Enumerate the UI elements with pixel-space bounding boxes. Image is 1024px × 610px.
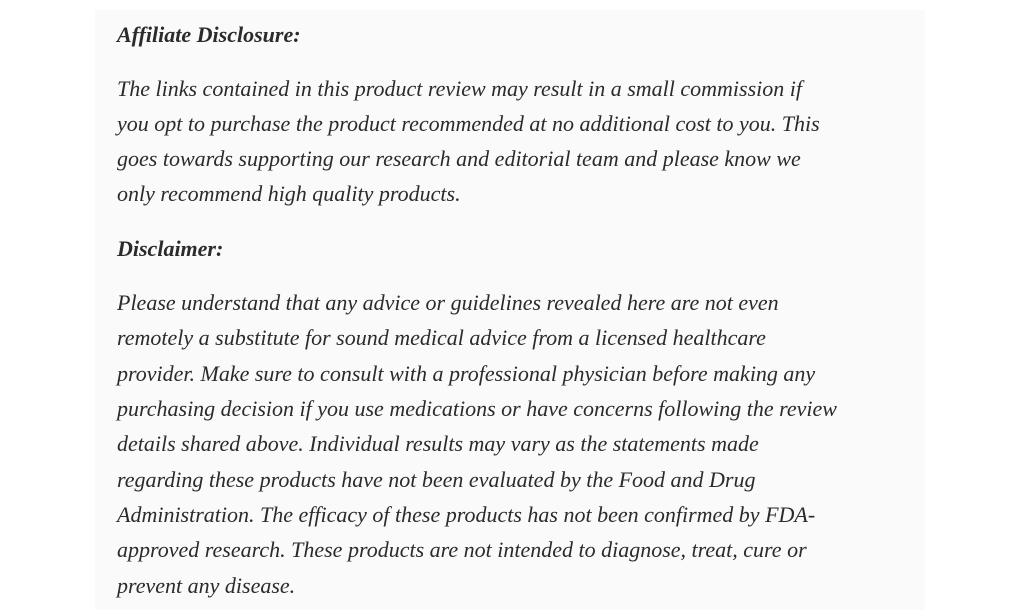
affiliate-text-line: only recommend high quality products. bbox=[117, 181, 461, 206]
affiliate-text-line: The links contained in this product revi… bbox=[117, 76, 802, 101]
affiliate-text-line: you opt to purchase the product recommen… bbox=[117, 111, 820, 136]
disclosure-box bbox=[95, 10, 925, 610]
disclaimer-text-line: regarding these products have not been e… bbox=[117, 467, 756, 492]
disclaimer-text-line: provider. Make sure to consult with a pr… bbox=[117, 361, 816, 386]
disclaimer-text-line: purchasing decision if you use medicatio… bbox=[117, 396, 837, 421]
disclaimer-text-line: approved research. These products are no… bbox=[117, 537, 807, 562]
disclaimer-text-line: Administration. The efficacy of these pr… bbox=[117, 502, 816, 527]
disclaimer-text-line: remotely a substitute for sound medical … bbox=[117, 325, 766, 350]
disclaimer-text-line: details shared above. Individual results… bbox=[117, 431, 759, 456]
disclaimer-heading: Disclaimer: bbox=[117, 236, 224, 261]
affiliate-text-line: goes towards supporting our research and… bbox=[117, 146, 801, 171]
disclaimer-text-line: Please understand that any advice or gui… bbox=[117, 290, 779, 315]
disclaimer-text-line: prevent any disease. bbox=[117, 573, 296, 598]
affiliate-disclosure-heading: Affiliate Disclosure: bbox=[117, 22, 301, 47]
